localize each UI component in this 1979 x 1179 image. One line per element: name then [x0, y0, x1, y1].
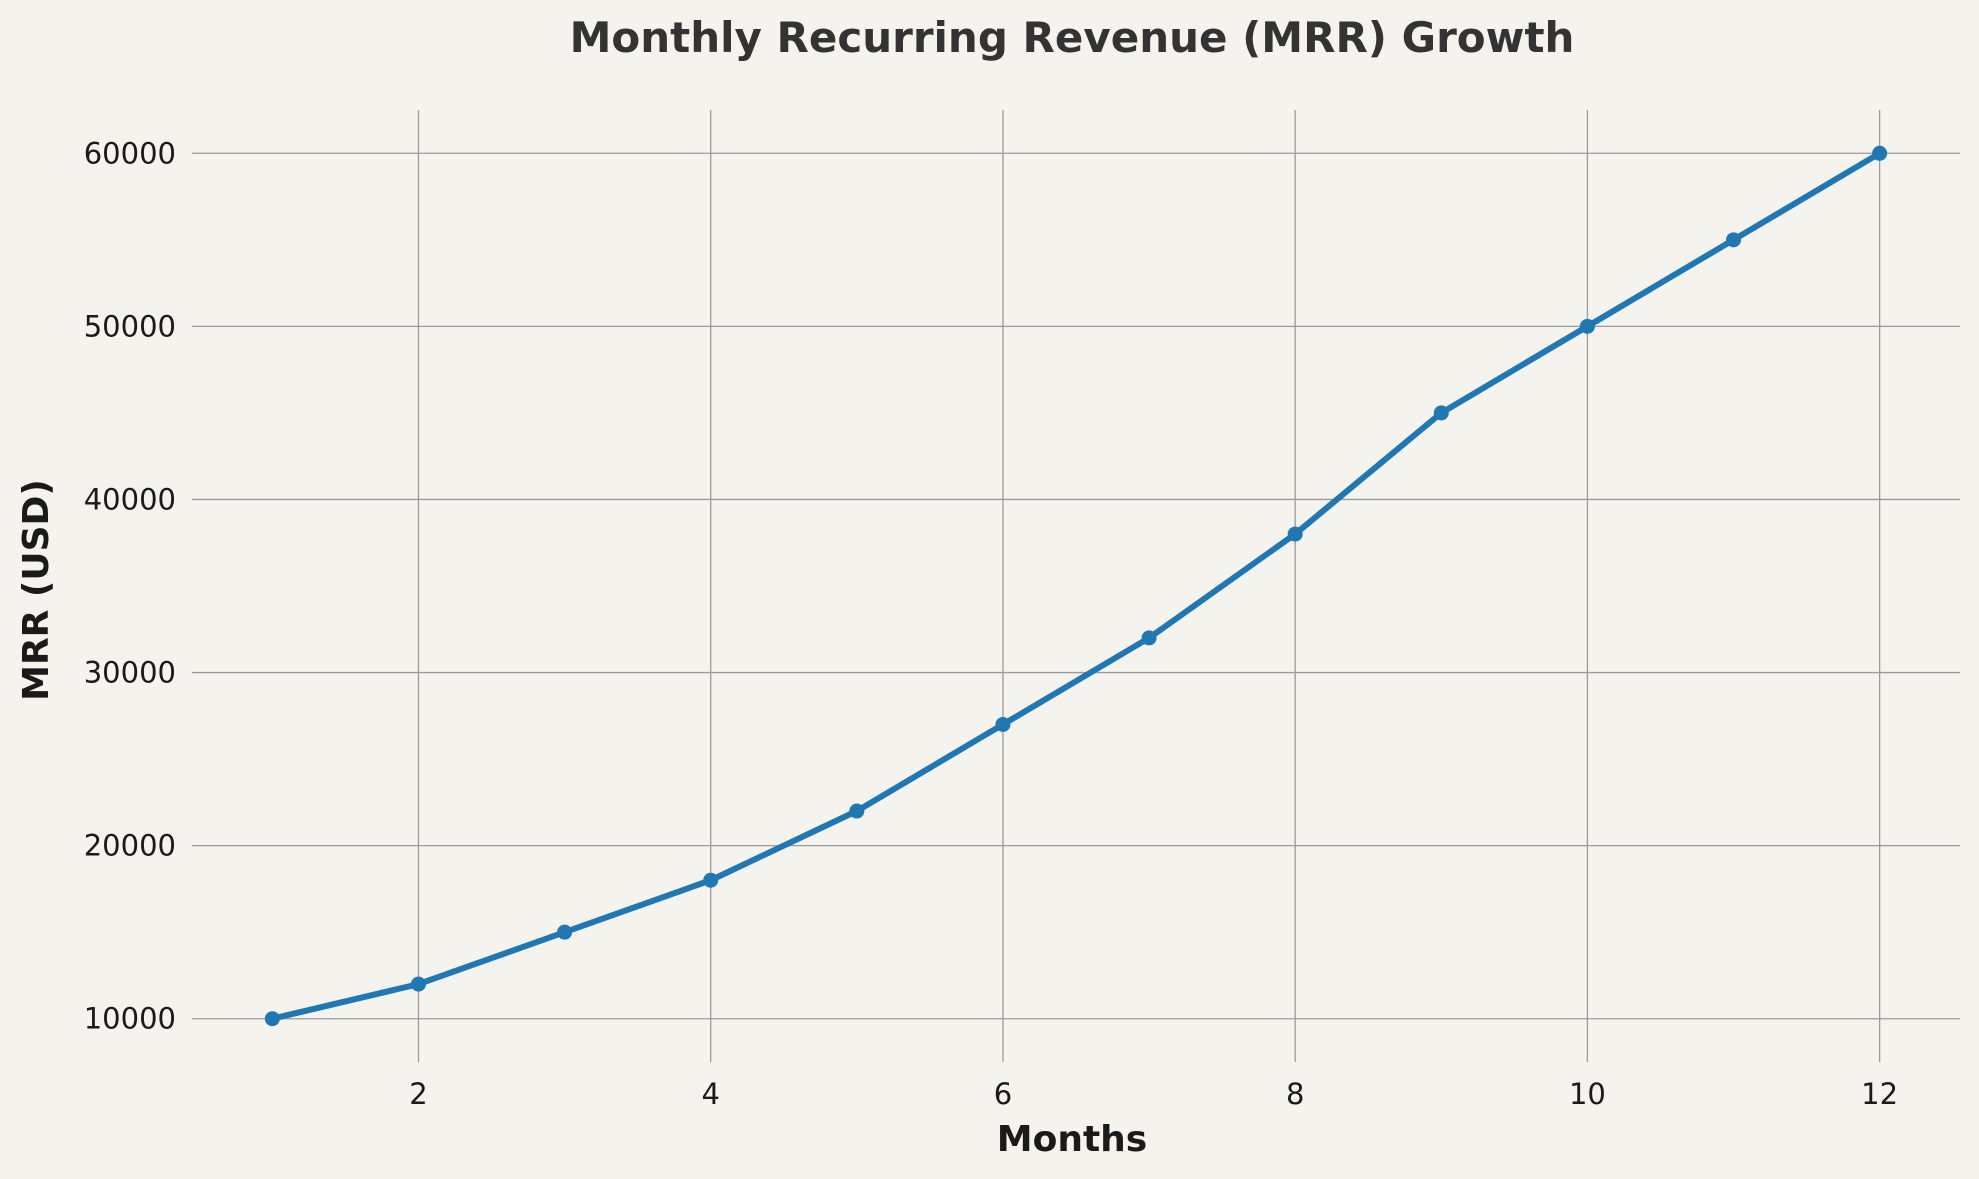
data-point [1872, 145, 1888, 161]
data-point [410, 976, 426, 992]
y-tick-label: 30000 [84, 656, 176, 690]
tick-labels: 2 4 6 8 10 12 10000 20000 30000 40000 50000 60000 [84, 136, 1898, 1111]
y-axis-label: MRR (USD) [16, 479, 57, 701]
data-point [849, 803, 865, 819]
x-axis-label: Months [997, 1119, 1147, 1160]
y-tick-label: 60000 [84, 136, 176, 170]
x-tick-label: 4 [701, 1077, 719, 1111]
y-tick-label: 50000 [84, 309, 176, 343]
grid-layer [192, 110, 1960, 1062]
data-point [557, 924, 573, 940]
data-point [264, 1011, 280, 1027]
x-tick-label: 12 [1861, 1077, 1898, 1111]
y-tick-label: 20000 [84, 829, 176, 863]
data-point [1141, 630, 1157, 646]
chart-title: Monthly Recurring Revenue (MRR) Growth [570, 13, 1575, 62]
x-tick-label: 2 [409, 1077, 427, 1111]
data-point [1433, 405, 1449, 421]
data-point [1726, 232, 1742, 248]
data-point [703, 872, 719, 888]
y-tick-label: 40000 [84, 482, 176, 516]
data-point [1287, 526, 1303, 542]
y-tick-label: 10000 [84, 1002, 176, 1036]
series-layer [264, 145, 1888, 1027]
x-tick-label: 6 [994, 1077, 1012, 1111]
series-line [269, 150, 1883, 1022]
x-tick-label: 8 [1286, 1077, 1304, 1111]
x-tick-label: 10 [1569, 1077, 1606, 1111]
data-point [1579, 318, 1595, 334]
data-point [995, 716, 1011, 732]
